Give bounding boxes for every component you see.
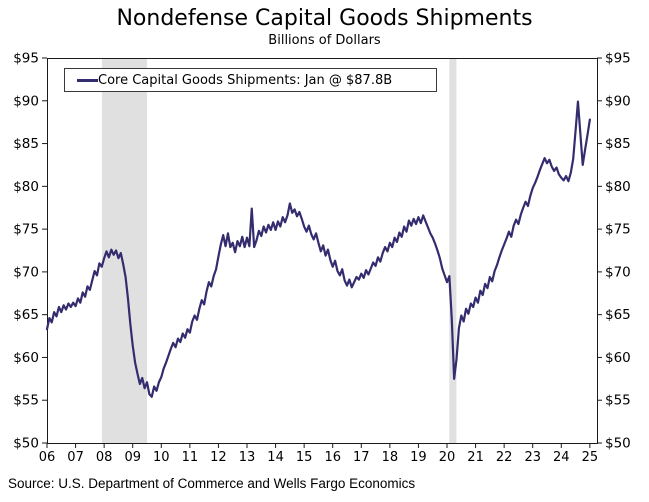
source-attribution: Source: U.S. Department of Commerce and … — [8, 476, 416, 491]
y-axis-label-right: $55 — [605, 393, 631, 409]
y-axis-label-left: $60 — [13, 350, 39, 366]
legend-line-swatch — [77, 78, 98, 82]
x-axis-label: 17 — [353, 450, 370, 465]
y-axis-label-right: $80 — [605, 179, 631, 195]
y-axis-label-right: $90 — [605, 93, 631, 109]
y-axis-label-right: $75 — [605, 222, 631, 238]
x-axis-label: 08 — [96, 450, 113, 465]
y-axis-label-left: $90 — [13, 93, 39, 109]
x-axis-label: 19 — [410, 450, 427, 465]
y-axis-label-left: $75 — [13, 222, 39, 238]
x-axis-label: 09 — [124, 450, 141, 465]
chart-subtitle: Billions of Dollars — [268, 33, 381, 48]
x-axis-label: 12 — [210, 450, 227, 465]
y-axis-label-right: $85 — [605, 136, 631, 152]
y-axis-label-right: $65 — [605, 307, 631, 323]
x-axis-label: 18 — [382, 450, 399, 465]
x-axis-label: 23 — [524, 450, 541, 465]
recession-band — [101, 58, 147, 443]
x-axis-label: 22 — [496, 450, 513, 465]
y-axis-label-left: $95 — [13, 51, 39, 67]
x-axis-label: 16 — [324, 450, 341, 465]
x-axis-label: 10 — [153, 450, 170, 465]
x-axis-label: 07 — [67, 450, 84, 465]
x-axis-label: 24 — [553, 450, 570, 465]
x-axis-label: 06 — [39, 450, 56, 465]
x-axis-label: 25 — [582, 450, 599, 465]
y-axis-label-right: $60 — [605, 350, 631, 366]
y-axis-label-right: $95 — [605, 51, 631, 67]
x-axis-label: 14 — [267, 450, 284, 465]
x-axis-label: 15 — [296, 450, 313, 465]
y-axis-label-left: $65 — [13, 307, 39, 323]
y-axis-label-right: $50 — [605, 436, 631, 452]
plot-border — [47, 58, 598, 444]
x-axis-label: 20 — [439, 450, 456, 465]
y-axis-label-left: $80 — [13, 179, 39, 195]
x-axis-label: 11 — [182, 450, 199, 465]
y-axis-label-left: $70 — [13, 264, 39, 280]
y-axis-label-left: $85 — [13, 136, 39, 152]
legend-label: Core Capital Goods Shipments: Jan @ $87.… — [98, 72, 393, 88]
legend: Core Capital Goods Shipments: Jan @ $87.… — [64, 68, 437, 92]
y-axis-label-right: $70 — [605, 264, 631, 280]
y-axis-label-left: $50 — [13, 436, 39, 452]
chart-title: Nondefense Capital Goods Shipments — [116, 6, 533, 31]
recession-band — [449, 58, 457, 443]
x-axis-label: 21 — [467, 450, 484, 465]
y-axis-label-left: $55 — [13, 393, 39, 409]
core-capital-goods-line — [45, 100, 591, 398]
x-axis-label: 13 — [239, 450, 256, 465]
